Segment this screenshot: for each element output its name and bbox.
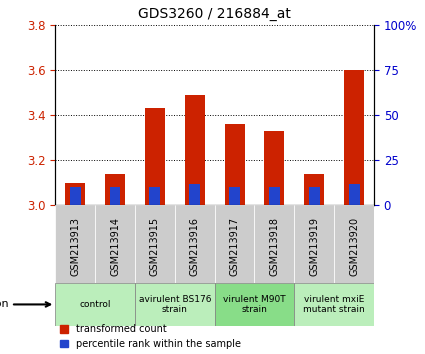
Bar: [344, 70, 364, 205]
Text: GSM213916: GSM213916: [190, 217, 200, 276]
Legend: transformed count, percentile rank within the sample: transformed count, percentile rank withi…: [60, 324, 241, 349]
Text: virulent M90T
strain: virulent M90T strain: [223, 295, 286, 314]
Bar: [175, 205, 215, 283]
Bar: [185, 95, 205, 205]
Bar: [294, 205, 334, 283]
Bar: [135, 205, 175, 283]
Text: control: control: [79, 300, 111, 309]
Bar: [224, 124, 244, 205]
Bar: [189, 184, 200, 205]
Text: GSM213915: GSM213915: [150, 217, 160, 276]
Bar: [269, 187, 280, 205]
Text: virulent mxiE
mutant strain: virulent mxiE mutant strain: [303, 295, 365, 314]
Bar: [309, 187, 320, 205]
Text: GSM213917: GSM213917: [230, 217, 240, 276]
Text: GSM213914: GSM213914: [110, 217, 120, 276]
Bar: [215, 283, 294, 326]
Bar: [294, 283, 374, 326]
Bar: [55, 283, 135, 326]
Bar: [135, 283, 215, 326]
Text: GSM213913: GSM213913: [70, 217, 80, 276]
Bar: [215, 205, 255, 283]
Bar: [348, 184, 360, 205]
Bar: [229, 187, 240, 205]
Text: GSM213918: GSM213918: [269, 217, 279, 276]
Text: GSM213919: GSM213919: [309, 217, 319, 276]
Text: avirulent BS176
strain: avirulent BS176 strain: [139, 295, 211, 314]
Text: infection: infection: [0, 299, 50, 309]
Bar: [255, 205, 294, 283]
Text: GSM213920: GSM213920: [349, 217, 359, 276]
Bar: [304, 174, 324, 205]
Bar: [110, 187, 121, 205]
Title: GDS3260 / 216884_at: GDS3260 / 216884_at: [138, 7, 291, 21]
Bar: [70, 187, 81, 205]
Bar: [149, 187, 160, 205]
Bar: [65, 183, 85, 205]
Bar: [334, 205, 374, 283]
Bar: [264, 131, 284, 205]
Bar: [105, 174, 125, 205]
Bar: [55, 205, 95, 283]
Bar: [95, 205, 135, 283]
Bar: [145, 108, 165, 205]
